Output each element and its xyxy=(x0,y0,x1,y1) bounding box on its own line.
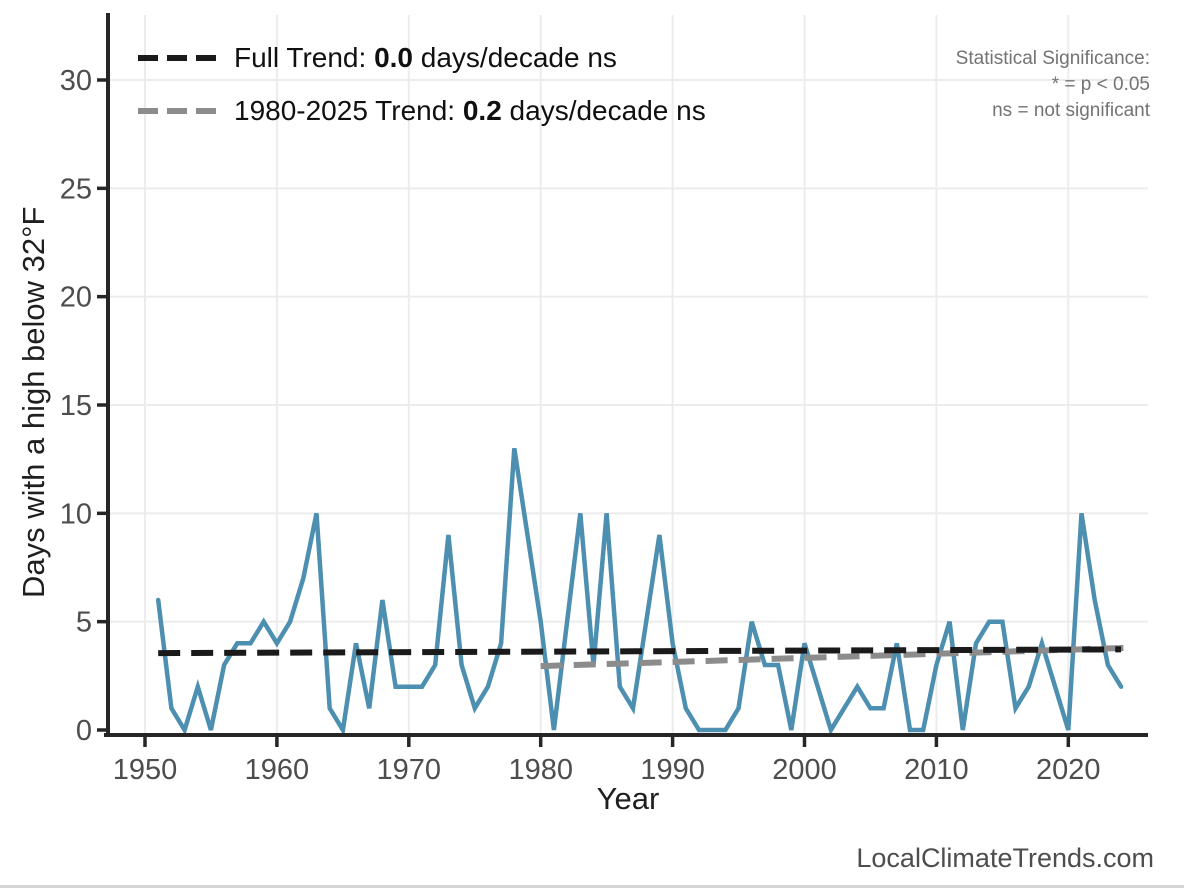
data-line xyxy=(155,447,1124,737)
legend-item-full-trend: Full Trend: 0.0 days/decade ns xyxy=(138,42,706,74)
watermark-text: LocalClimateTrends.com xyxy=(856,843,1154,873)
recent-trend-dash-sample-icon xyxy=(138,108,216,114)
legend-label-recent-trend: 1980-2025 Trend: 0.2 days/decade ns xyxy=(234,95,706,126)
x-tick-label-1950: 1950 xyxy=(113,754,178,786)
y-tick-label-10: 10 xyxy=(60,498,92,530)
x-tick-label-2010: 2010 xyxy=(904,754,969,786)
trend-line-full-trend xyxy=(158,646,1122,657)
y-tick-label-30: 30 xyxy=(60,65,92,97)
x-tick-label-2020: 2020 xyxy=(1036,754,1101,786)
x-tick-label-1990: 1990 xyxy=(640,754,705,786)
x-axis-title: Year xyxy=(596,781,660,816)
significance-note: Statistical Significance: * = p < 0.05 n… xyxy=(956,46,1150,124)
y-tick-label-0: 0 xyxy=(76,715,92,747)
legend-label-full-trend: Full Trend: 0.0 days/decade ns xyxy=(234,42,617,73)
x-tick-label-1980: 1980 xyxy=(508,754,573,786)
legend-item-recent-trend: 1980-2025 Trend: 0.2 days/decade ns xyxy=(138,95,706,127)
y-tick-label-15: 15 xyxy=(60,390,92,422)
chart-legend: Full Trend: 0.0 days/decade ns 1980-2025… xyxy=(138,42,706,148)
bottom-divider xyxy=(0,885,1184,888)
x-tick-label-2000: 2000 xyxy=(772,754,837,786)
y-axis-title: Days with a high below 32°F xyxy=(16,206,51,598)
significance-line: * = p < 0.05 xyxy=(1051,74,1150,95)
x-tick-label-1960: 1960 xyxy=(245,754,310,786)
y-tick-label-5: 5 xyxy=(76,607,92,639)
significance-line: ns = not significant xyxy=(992,100,1150,121)
y-tick-label-25: 25 xyxy=(60,173,92,205)
y-tick-label-20: 20 xyxy=(60,282,92,314)
x-tick-label-1970: 1970 xyxy=(377,754,442,786)
full-trend-dash-sample-icon xyxy=(138,55,216,61)
significance-line: Statistical Significance: xyxy=(955,48,1150,69)
